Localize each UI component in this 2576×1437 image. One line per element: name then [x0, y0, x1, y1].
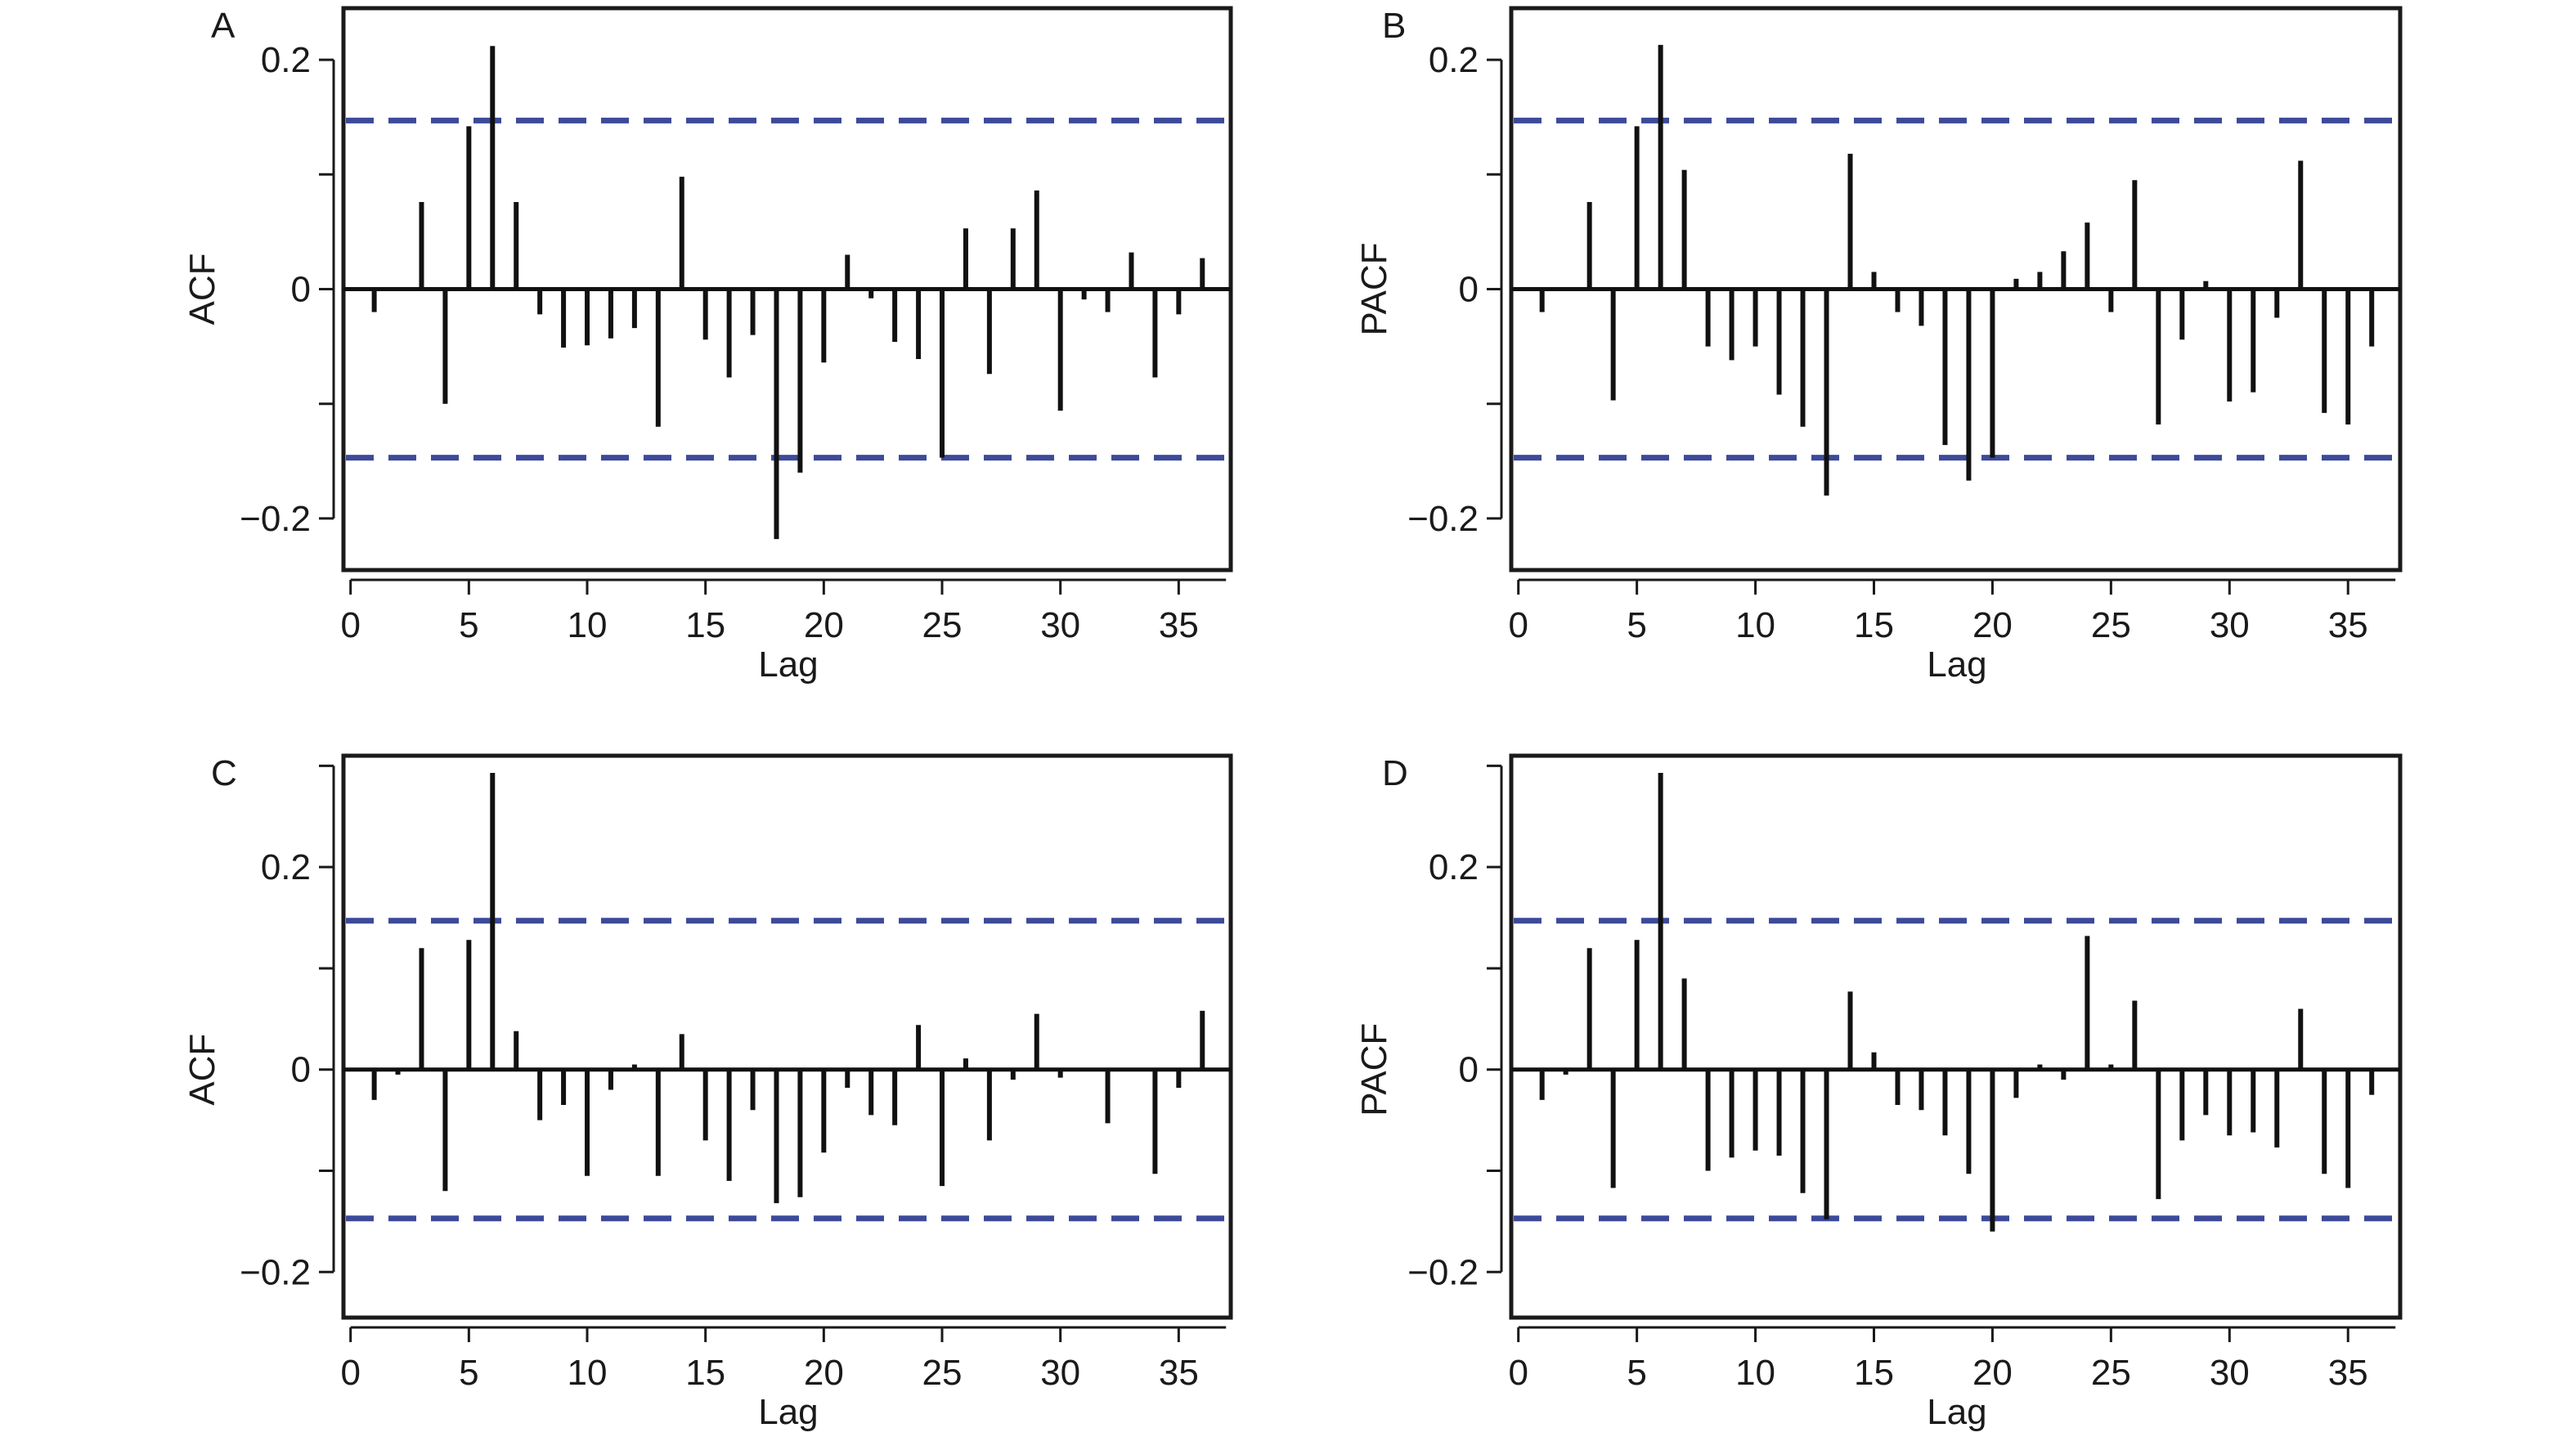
x-tick-label: 15: [685, 605, 725, 645]
x-tick-label: 30: [1040, 605, 1080, 645]
x-tick-label: 20: [804, 605, 844, 645]
x-tick-label: 5: [459, 1353, 478, 1393]
x-axis-label: Lag: [1927, 1392, 1986, 1432]
x-tick-label: 35: [2328, 605, 2368, 645]
plot-frame: [1509, 753, 2403, 1320]
x-tick-label: 10: [568, 605, 608, 645]
chart-panel-c: 0 5 10 15 20 25 30 35 Lag −0.2 0 0.2 ACF C: [182, 753, 1233, 1432]
y-tick-label: 0.2: [261, 40, 311, 80]
y-tick-label: −0.2: [1407, 1252, 1479, 1292]
x-tick-label: 5: [459, 605, 478, 645]
y-tick-label: −0.2: [240, 499, 311, 539]
panel-label: B: [1382, 6, 1406, 46]
y-axis-label: ACF: [182, 1034, 222, 1106]
x-axis-label: Lag: [1927, 644, 1986, 685]
x-tick-label: 5: [1627, 605, 1646, 645]
x-tick-label: 30: [2210, 1353, 2250, 1393]
x-tick-label: 20: [1972, 1353, 2013, 1393]
x-tick-label: 30: [2210, 605, 2250, 645]
y-axis-label: PACF: [1354, 242, 1394, 335]
x-tick-label: 35: [1159, 605, 1199, 645]
x-tick-label: 35: [1159, 1353, 1199, 1393]
y-tick-label: 0.2: [1429, 40, 1479, 80]
x-tick-label: 25: [922, 1353, 963, 1393]
x-axis-label: Lag: [758, 644, 818, 685]
chart-panel-a: 0 5 10 15 20 25 30 35 Lag −0.2 0 0.2 ACF A: [182, 6, 1233, 685]
x-tick-label: 0: [1508, 1353, 1528, 1393]
x-tick-label: 15: [1854, 605, 1894, 645]
y-tick-label: 0.2: [261, 847, 311, 887]
chart-panel-d: 0 5 10 15 20 25 30 35 Lag −0.2 0 0.2 PACF D: [1354, 753, 2403, 1432]
panel-label: D: [1382, 753, 1408, 793]
y-tick-label: 0: [1459, 270, 1479, 310]
x-tick-label: 30: [1040, 1353, 1080, 1393]
x-tick-label: 25: [2091, 1353, 2131, 1393]
y-tick-label: 0: [291, 270, 311, 310]
x-tick-label: 25: [2091, 605, 2131, 645]
panel-label: A: [211, 6, 236, 46]
y-tick-label: −0.2: [1407, 499, 1479, 539]
x-tick-label: 25: [922, 605, 963, 645]
plot-frame: [341, 753, 1233, 1320]
y-tick-label: 0: [1459, 1050, 1479, 1090]
x-tick-label: 20: [1972, 605, 2013, 645]
x-axis-label: Lag: [758, 1392, 818, 1432]
x-tick-label: 0: [1508, 605, 1528, 645]
y-tick-label: 0.2: [1429, 847, 1479, 887]
x-tick-label: 5: [1627, 1353, 1646, 1393]
x-tick-label: 20: [804, 1353, 844, 1393]
x-tick-label: 15: [1854, 1353, 1894, 1393]
x-tick-label: 10: [1735, 1353, 1775, 1393]
y-axis-label: ACF: [182, 254, 222, 326]
x-tick-label: 10: [568, 1353, 608, 1393]
x-tick-label: 35: [2328, 1353, 2368, 1393]
panel-label: C: [211, 753, 237, 793]
x-tick-label: 0: [340, 1353, 360, 1393]
x-tick-label: 10: [1735, 605, 1775, 645]
x-tick-label: 15: [685, 1353, 725, 1393]
y-tick-label: 0: [291, 1050, 311, 1090]
y-tick-label: −0.2: [240, 1252, 311, 1292]
x-tick-label: 0: [340, 605, 360, 645]
y-axis-label: PACF: [1354, 1023, 1394, 1116]
chart-panel-b: 0 5 10 15 20 25 30 35 Lag −0.2 0 0.2 PACF B: [1354, 6, 2403, 685]
